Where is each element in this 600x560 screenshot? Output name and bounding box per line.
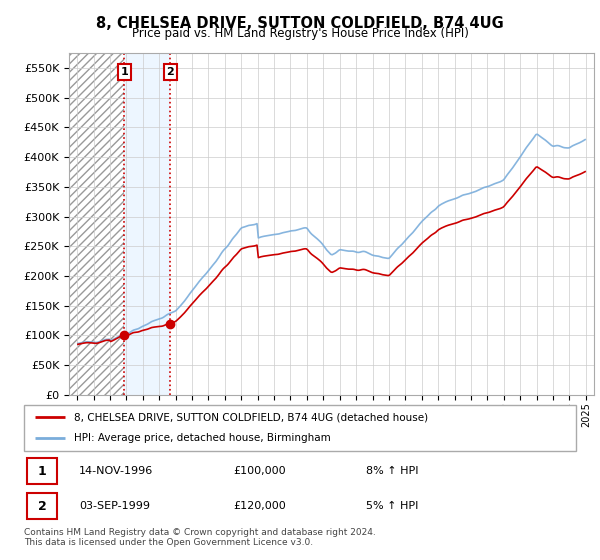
Text: Price paid vs. HM Land Registry's House Price Index (HPI): Price paid vs. HM Land Registry's House …	[131, 27, 469, 40]
Text: 5% ↑ HPI: 5% ↑ HPI	[366, 501, 419, 511]
Text: £120,000: £120,000	[234, 501, 287, 511]
Text: 8, CHELSEA DRIVE, SUTTON COLDFIELD, B74 4UG: 8, CHELSEA DRIVE, SUTTON COLDFIELD, B74 …	[96, 16, 504, 31]
Text: 1: 1	[38, 465, 47, 478]
Text: 2: 2	[166, 67, 174, 77]
Text: HPI: Average price, detached house, Birmingham: HPI: Average price, detached house, Birm…	[74, 433, 331, 444]
Text: Contains HM Land Registry data © Crown copyright and database right 2024.
This d: Contains HM Land Registry data © Crown c…	[24, 528, 376, 547]
Text: 14-NOV-1996: 14-NOV-1996	[79, 466, 154, 476]
Text: 1: 1	[121, 67, 128, 77]
FancyBboxPatch shape	[24, 405, 576, 451]
Text: 2: 2	[38, 500, 47, 512]
Bar	[69, 53, 124, 395]
Text: 03-SEP-1999: 03-SEP-1999	[79, 501, 150, 511]
Text: 8% ↑ HPI: 8% ↑ HPI	[366, 466, 419, 476]
Text: 8, CHELSEA DRIVE, SUTTON COLDFIELD, B74 4UG (detached house): 8, CHELSEA DRIVE, SUTTON COLDFIELD, B74 …	[74, 412, 428, 422]
FancyBboxPatch shape	[27, 493, 57, 520]
FancyBboxPatch shape	[27, 458, 57, 484]
Text: £100,000: £100,000	[234, 466, 286, 476]
Bar	[124, 53, 170, 395]
